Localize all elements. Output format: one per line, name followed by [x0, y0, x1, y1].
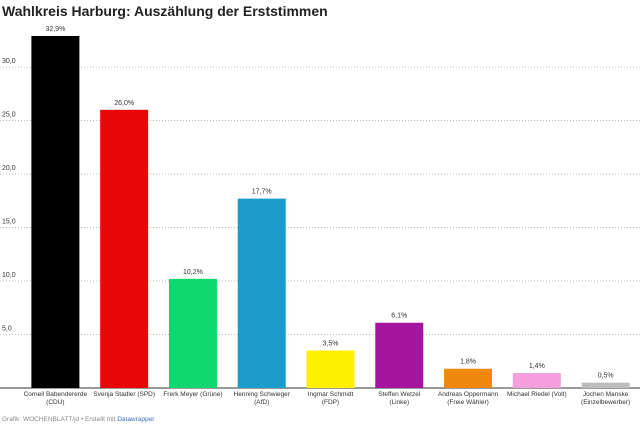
y-tick-label: 15,0 [2, 219, 16, 226]
x-tick-label: Andreas Oppermann (Freie Wähler) [437, 391, 499, 406]
y-tick-label: 10,0 [2, 272, 16, 279]
value-label: 17,7% [252, 189, 272, 196]
value-label: 26,0% [114, 100, 134, 107]
value-label: 6,1% [391, 313, 407, 320]
value-label: 0,5% [598, 373, 614, 380]
value-label: 32,9% [45, 26, 65, 33]
x-tick-label: Ingmar Schmidt (FDP) [307, 391, 354, 406]
value-label: 1,8% [460, 359, 476, 366]
bar [512, 373, 561, 388]
chart-title: Wahlkreis Harburg: Auszählung der Erstst… [2, 3, 328, 19]
x-tick-label: Steffen Wetzel (Linke) [378, 391, 421, 406]
bar [31, 35, 80, 388]
source: Grafik: WOCHENBLATT/jd • Erstellt mit [2, 416, 116, 423]
y-tick-label: 25,0 [2, 112, 16, 119]
bar [100, 109, 149, 389]
bar [581, 382, 630, 388]
x-tick-label: Svenja Stadler (SPD) [93, 391, 156, 398]
y-tick-label: 30,0 [2, 58, 16, 65]
y-tick-label: 20,0 [2, 165, 16, 172]
bar [168, 278, 217, 388]
bar [306, 350, 355, 388]
bar [444, 368, 493, 388]
footer: Grafik: WOCHENBLATT/jd • Erstellt mit Da… [2, 416, 154, 423]
x-tick-label: Cornell Babendererde (CDU) [23, 391, 88, 406]
value-label: 10,2% [183, 269, 203, 276]
bar [375, 322, 424, 388]
x-tick-label: Michael Riedel (Volt) [507, 391, 567, 398]
x-tick-label: Jochen Manske (Einzelbewerber) [581, 391, 631, 406]
x-tick-label: Frerk Meyer (Grüne) [163, 391, 223, 398]
value-label: 1,4% [529, 363, 545, 370]
y-tick-label: 5,0 [2, 326, 12, 333]
x-tick-label: Henning Schwieger (AfD) [233, 391, 290, 406]
bar [237, 198, 286, 388]
source-link[interactable]: Datawrapper [117, 416, 155, 423]
value-label: 3,5% [323, 341, 339, 348]
